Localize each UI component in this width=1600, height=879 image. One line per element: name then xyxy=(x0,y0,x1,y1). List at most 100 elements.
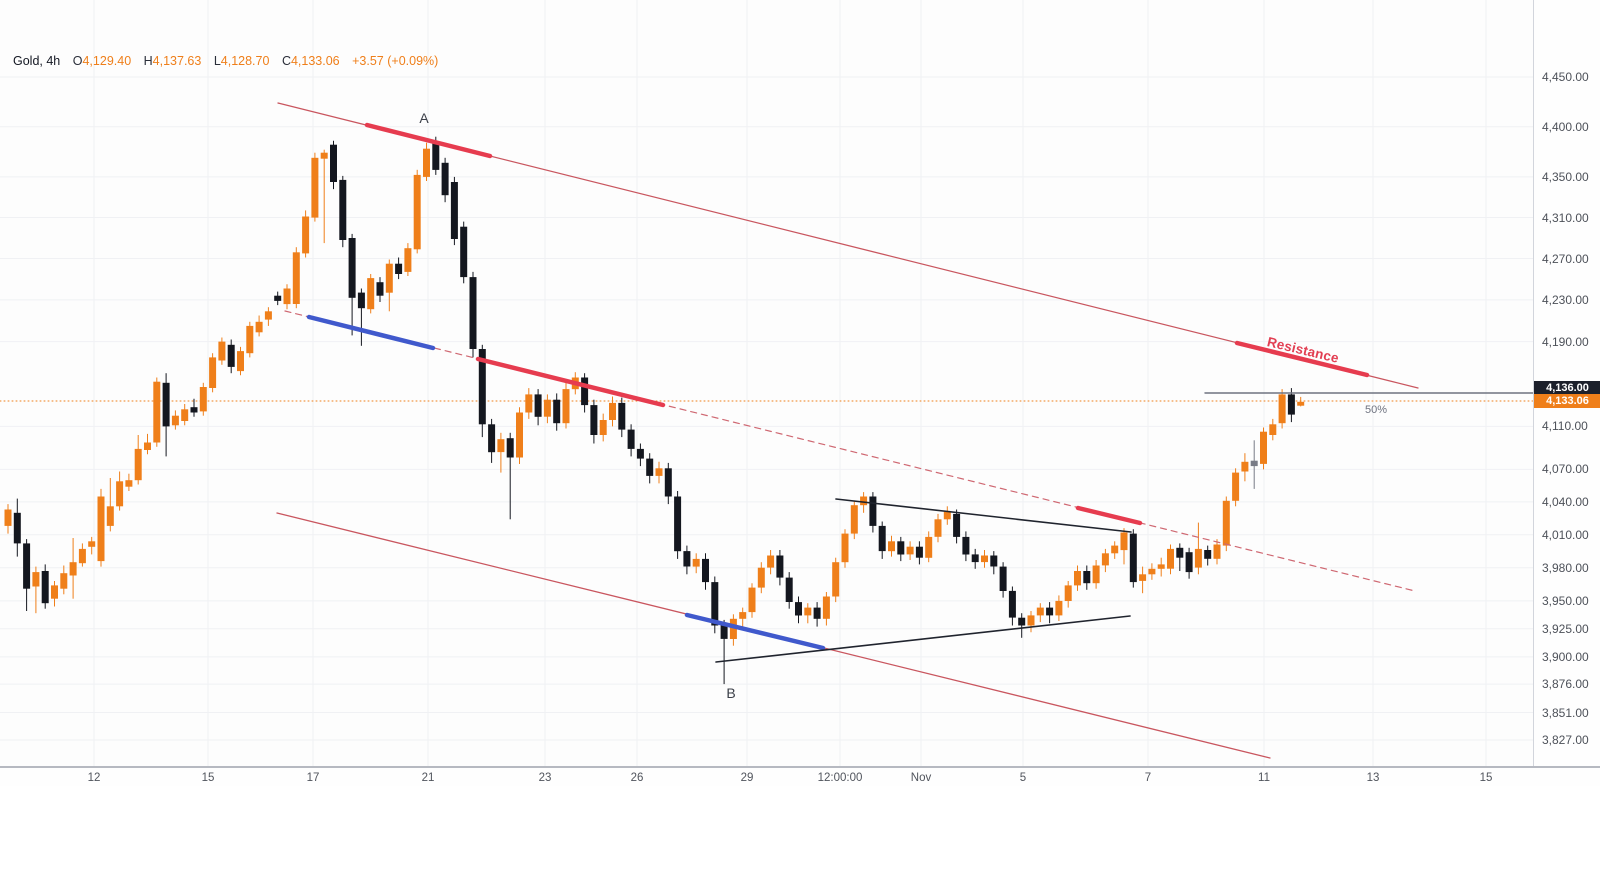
candle-body xyxy=(1222,500,1230,546)
candle-body xyxy=(1027,615,1035,626)
candle xyxy=(171,410,179,430)
symbol-legend[interactable]: Gold, 4h O4,129.40 H4,137.63 L4,128.70 C… xyxy=(13,54,438,68)
candle xyxy=(1250,440,1258,489)
candle-body xyxy=(292,252,300,304)
candle-body xyxy=(218,341,226,361)
candle xyxy=(646,453,654,484)
candle xyxy=(841,529,849,568)
candle xyxy=(264,307,272,326)
candle-body xyxy=(488,424,496,453)
candle-body xyxy=(162,382,170,427)
candle-body xyxy=(97,496,105,562)
candle xyxy=(1194,522,1202,575)
triangle-lower-line[interactable] xyxy=(715,615,1131,663)
candle xyxy=(925,531,933,563)
candle-body xyxy=(1074,571,1081,586)
time-axis[interactable]: 12 15 17 21 23 26 29 12:00:00 Nov 5 7 11 13 15 xyxy=(0,766,1600,788)
candle-body xyxy=(199,387,207,412)
candle-body xyxy=(888,541,895,552)
candle-body xyxy=(1008,590,1016,618)
candle xyxy=(274,291,282,306)
candle xyxy=(878,521,886,559)
candle-body xyxy=(1157,564,1165,569)
candle-body xyxy=(376,282,384,296)
candle xyxy=(1092,560,1100,589)
candle xyxy=(1222,496,1230,552)
ohlc-open-value: 4,129.40 xyxy=(82,54,132,68)
price-axis-label: 3,980.00 xyxy=(1542,560,1589,575)
time-axis-label: 23 xyxy=(538,772,552,784)
candle-body xyxy=(227,344,235,367)
candle-body xyxy=(971,554,979,563)
candle-body xyxy=(627,429,635,449)
point-a-label[interactable]: A xyxy=(419,110,429,126)
time-axis-label: 15 xyxy=(201,772,215,784)
candle xyxy=(88,536,96,555)
candle-body xyxy=(1148,568,1156,575)
candle-body xyxy=(413,174,421,250)
candle-body xyxy=(13,512,21,544)
candle xyxy=(69,538,77,599)
price-axis-label: 4,230.00 xyxy=(1542,292,1589,307)
candle xyxy=(13,498,21,557)
candle xyxy=(488,418,496,463)
candle xyxy=(1278,389,1286,429)
ohlc-high-label: H xyxy=(143,54,153,68)
candle xyxy=(1083,565,1091,590)
candle xyxy=(60,565,68,595)
candle-body xyxy=(1176,547,1184,558)
candle xyxy=(1018,613,1026,638)
candle-body xyxy=(664,468,672,497)
chart-pane[interactable]: Gold, 4h O4,129.40 H4,137.63 L4,128.70 C… xyxy=(0,0,1533,766)
resistance-segment-a[interactable] xyxy=(364,122,493,159)
candle xyxy=(739,607,747,627)
candle-body xyxy=(1232,472,1240,501)
candle xyxy=(748,583,756,618)
candle xyxy=(990,551,998,575)
candle xyxy=(999,562,1007,598)
candle xyxy=(655,461,663,484)
candle-body xyxy=(897,541,905,555)
candlestick-plot[interactable] xyxy=(0,0,1533,766)
price-axis-label: 4,450.00 xyxy=(1542,70,1589,84)
candle-body xyxy=(1278,394,1286,424)
candle xyxy=(813,602,821,627)
ohlc-low-label: L xyxy=(213,54,221,68)
candle-body xyxy=(1250,460,1258,467)
candle xyxy=(97,488,105,567)
blue-support-segment-lower[interactable] xyxy=(684,612,826,651)
candle xyxy=(618,397,626,438)
candle-body xyxy=(516,412,523,458)
candle-body xyxy=(4,509,12,526)
candle xyxy=(302,210,310,258)
point-b-label[interactable]: B xyxy=(726,685,736,701)
candle xyxy=(943,506,951,525)
candle-body xyxy=(729,618,737,639)
candle xyxy=(1148,563,1156,580)
candle-body xyxy=(283,288,291,305)
median-thick-segment-right[interactable] xyxy=(1075,505,1143,526)
price-axis-label: 3,900.00 xyxy=(1542,649,1589,664)
resistance-segment-right[interactable] xyxy=(1234,340,1370,378)
candle-body xyxy=(441,162,449,196)
candle xyxy=(339,175,347,248)
last-price-badge: 4,133.06 xyxy=(1534,394,1600,408)
candle xyxy=(1204,545,1212,566)
blue-support-segment-upper[interactable] xyxy=(306,314,436,351)
candle xyxy=(423,142,430,181)
triangle-upper-line[interactable] xyxy=(835,498,1132,533)
candle-body xyxy=(134,448,142,481)
candle xyxy=(469,271,477,358)
time-axis-label: Nov xyxy=(910,772,932,784)
candle-body xyxy=(999,566,1007,591)
candle xyxy=(971,548,979,569)
candle xyxy=(804,603,812,624)
candle-body xyxy=(330,144,337,182)
median-thick-segment-left[interactable] xyxy=(475,356,666,408)
candle xyxy=(1055,595,1063,621)
candle-body xyxy=(106,506,114,526)
channel-median-dashed-line[interactable] xyxy=(284,310,1416,592)
price-axis-label: 3,876.00 xyxy=(1542,677,1589,692)
price-axis[interactable]: 4,136.00 4,133.06 4,450.00 4,400.00 4,350.… xyxy=(1533,0,1600,766)
candle-body xyxy=(311,157,319,218)
